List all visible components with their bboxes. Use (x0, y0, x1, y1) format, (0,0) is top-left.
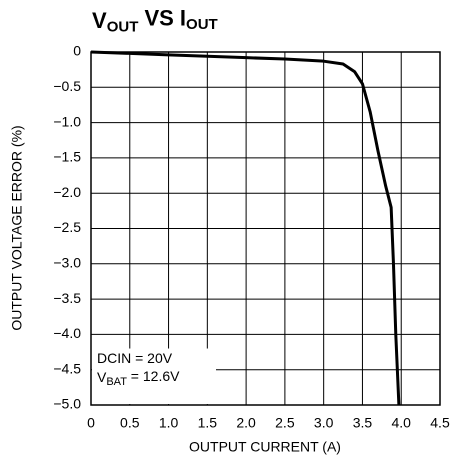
subscript: OUT (186, 16, 218, 33)
data-line (90, 50, 401, 406)
x-tick-label: 3.5 (353, 415, 373, 431)
annotation: DCIN = 20V (97, 350, 173, 366)
y-tick-label: −2.0 (53, 184, 81, 200)
x-axis-label: OUTPUT CURRENT (A) (189, 439, 341, 455)
x-tick-label: 3.0 (314, 415, 334, 431)
x-tick-label: 4.0 (391, 415, 411, 431)
text-part: V (97, 369, 107, 385)
chart-title: VOUT VS IOUT (92, 5, 218, 35)
y-axis-label: OUTPUT VOLTAGE ERROR (%) (9, 125, 25, 330)
x-tick-label: 1.0 (159, 415, 179, 431)
text-part: VS I (138, 5, 186, 30)
x-tick-label: 1.5 (198, 415, 218, 431)
text-part: = 12.6V (127, 368, 180, 384)
x-tick-label: 4.5 (430, 415, 450, 431)
y-tick-label: −1.5 (53, 149, 81, 165)
annotation-box (92, 348, 216, 404)
x-tick-label: 0.5 (120, 415, 140, 431)
y-tick-label: −3.5 (53, 290, 81, 306)
y-tick-label: −5.0 (53, 396, 81, 412)
text-part: V (92, 8, 107, 33)
y-tick-label: −4.0 (53, 325, 81, 341)
text-part: DCIN = 20V (97, 350, 173, 366)
y-tick-label: −2.5 (53, 219, 81, 235)
x-tick-label: 2.5 (275, 415, 295, 431)
x-tick-label: 0 (87, 415, 95, 431)
y-tick-label: −3.0 (53, 255, 81, 271)
annotation: VBAT = 12.6V (97, 368, 180, 388)
subscript: OUT (107, 18, 139, 35)
x-tick-label: 2.0 (236, 415, 256, 431)
subscript: BAT (106, 376, 127, 388)
plot-frame (90, 51, 441, 406)
y-tick-label: 0 (73, 43, 81, 59)
y-tick-label: −1.0 (53, 113, 81, 129)
y-tick-label: −0.5 (53, 78, 81, 94)
y-tick-label: −4.5 (53, 360, 81, 376)
